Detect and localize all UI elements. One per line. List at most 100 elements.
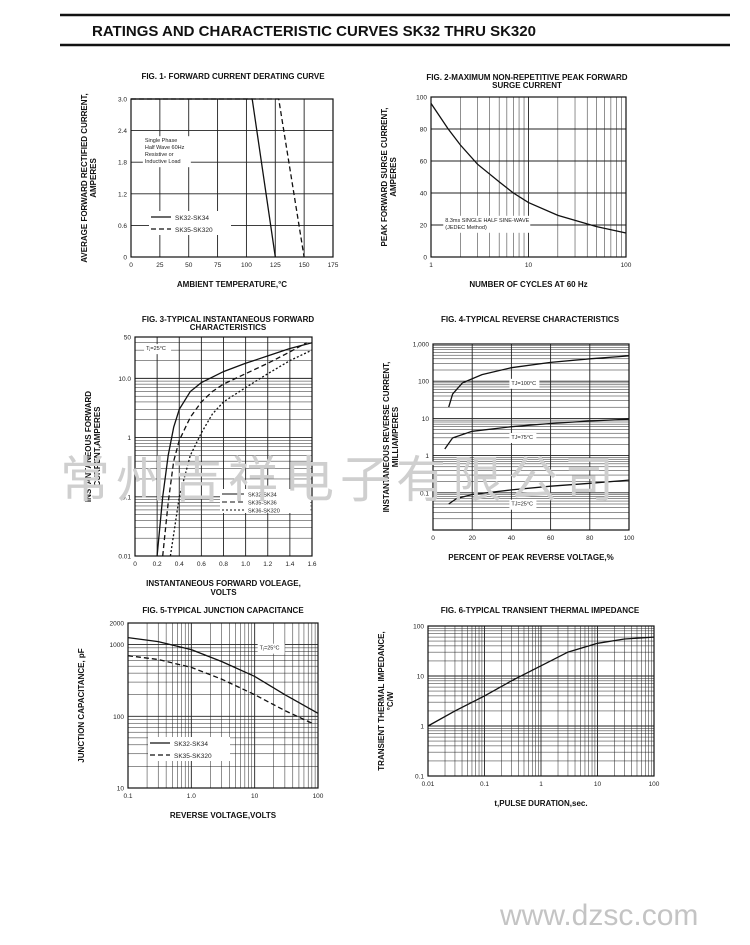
fig4-annotation-bg — [509, 432, 537, 443]
fig4-series-line — [444, 418, 630, 450]
fig1-annotation-text: Half Wave 60Hz — [145, 145, 185, 151]
fig3-plot-frame — [134, 336, 313, 557]
fig3-xtick-label: 0.8 — [219, 561, 228, 568]
fig2-ytick-label: 20 — [420, 223, 428, 230]
watermark-cn: 常州吉祥电子有限公司 — [60, 451, 620, 509]
fig3-ylabel-line2: CURRENT,AMPERES — [93, 406, 102, 487]
fig5-ytick-label: 2000 — [110, 621, 125, 628]
fig4-xtick-label: 80 — [586, 535, 594, 542]
fig4-annotation-text: TJ=25°C — [511, 502, 533, 508]
fig5-legend-bg — [148, 737, 230, 749]
fig6-xtick-label: 0.01 — [422, 781, 435, 788]
fig1-title: FIG. 1- FORWARD CURRENT DERATING CURVE — [141, 72, 325, 81]
fig6-chart: FIG. 6-TYPICAL TRANSIENT THERMAL IMPEDAN… — [377, 606, 660, 808]
fig4-annotation-bg — [509, 378, 540, 389]
fig4-xtick-label: 60 — [547, 535, 555, 542]
fig5-annotation-bg — [257, 643, 285, 654]
fig4-ytick-label: 1,000 — [413, 342, 430, 349]
fig3-series-line — [156, 342, 313, 557]
fig3-legend-bg — [220, 497, 310, 505]
fig1-ytick-label: 1.8 — [118, 160, 127, 167]
fig5-series-line — [127, 655, 313, 724]
fig3-ylabel: INSTANTANEOUS FORWARD — [84, 391, 93, 502]
fig2-xtick-label: 100 — [621, 262, 632, 269]
fig2-ytick-label: 100 — [416, 95, 427, 102]
fig2-xtick-label: 10 — [525, 262, 533, 269]
fig4-chart: FIG. 4-TYPICAL REVERSE CHARACTERISTICS 0 2… — [382, 315, 635, 562]
fig3-xtick-label: 1.2 — [263, 561, 272, 568]
fig2-annotation-text: (JEDEC Method) — [445, 225, 487, 231]
fig1-xtick-label: 100 — [241, 262, 252, 269]
fig1-ytick-label: 0 — [123, 255, 127, 262]
fig3-ytick-label: 1 — [127, 435, 131, 442]
fig3-legend-bg — [220, 489, 310, 497]
fig1-xtick-label: 125 — [270, 262, 281, 269]
fig4-ytick-label: 100 — [418, 379, 429, 386]
fig1-ytick-label: 0.6 — [118, 223, 127, 230]
fig6-xtick-label: 0.1 — [480, 781, 489, 788]
fig3-ytick-label: 10.0 — [118, 376, 131, 383]
fig1-annotation-text: Resistive or — [145, 152, 174, 158]
fig5-annotation-text: Tⱼ=25°C — [260, 646, 280, 652]
fig4-annotation-bg — [509, 499, 537, 510]
fig3-annotation-bg — [144, 344, 172, 355]
fig3-xtick-label: 0.6 — [197, 561, 206, 568]
fig2-ytick-label: 40 — [420, 191, 428, 198]
fig4-ylabel: INSTANTANEOUS REVERSE CURRENT, — [382, 362, 391, 513]
fig2-annotation-text: 8.3ms SINGLE HALF SINE-WAVE — [445, 218, 529, 224]
fig6-series-line — [427, 636, 655, 727]
fig1-series-line — [131, 98, 305, 258]
fig2-series-line — [430, 103, 627, 234]
fig1-xtick-label: 25 — [156, 262, 164, 269]
fig2-plot-frame — [430, 96, 627, 258]
fig4-ylabel-line2: MILLIAMPERES — [391, 406, 400, 467]
fig1-ytick-label: 2.4 — [118, 128, 127, 135]
fig4-xtick-label: 100 — [624, 535, 635, 542]
fig3-title-line2: CHARACTERISTICS — [190, 323, 267, 332]
fig2-ylabel: PEAK FORWARD SURGE CURRENT, — [380, 108, 389, 247]
header-title: RATINGS AND CHARACTERISTIC CURVES SK32 T… — [92, 23, 536, 40]
fig3-annotation-text: Tⱼ=25°C — [146, 346, 166, 352]
fig6-ylabel-line2: °C/W — [386, 691, 395, 710]
fig5-legend-label: SK32-SK34 — [174, 741, 208, 748]
fig5-ytick-label: 100 — [113, 714, 124, 721]
fig3-legend-label: SK32-SK34 — [248, 493, 277, 499]
fig2-ytick-label: 80 — [420, 127, 428, 134]
fig3-series-line — [169, 349, 313, 557]
fig5-chart: FIG. 5-TYPICAL JUNCTION CAPACITANCE 0.1 1.… — [77, 606, 324, 820]
fig1-annotation-bg — [142, 136, 191, 168]
charts-container: FIG. 1- FORWARD CURRENT DERATING CURVE 0 2… — [77, 72, 660, 820]
fig6-ytick-label: 1 — [420, 724, 424, 731]
watermark-url: www.dzsc.com — [499, 899, 698, 932]
fig6-ytick-label: 10 — [417, 674, 425, 681]
fig1-xtick-label: 75 — [214, 262, 222, 269]
fig1-xtick-label: 150 — [299, 262, 310, 269]
fig3-ytick-label: 0.01 — [118, 554, 131, 561]
fig2-ytick-label: 60 — [420, 159, 428, 166]
fig1-xtick-label: 175 — [328, 262, 339, 269]
fig5-title: FIG. 5-TYPICAL JUNCTION CAPACITANCE — [142, 606, 304, 615]
fig1-ytick-label: 3.0 — [118, 97, 127, 104]
fig5-series-line — [127, 636, 319, 714]
fig5-xtick-label: 1.0 — [187, 793, 196, 800]
fig5-legend-bg — [148, 749, 230, 761]
fig5-xtick-label: 100 — [313, 793, 324, 800]
fig3-legend-bg — [220, 505, 310, 513]
fig6-plot-frame — [427, 625, 655, 777]
fig3-legend-label: SK35-SK36 — [248, 501, 277, 507]
fig5-legend-label: SK35-SK320 — [174, 753, 212, 760]
fig4-xtick-label: 40 — [508, 535, 516, 542]
fig3-xtick-label: 0.2 — [153, 561, 162, 568]
fig5-xtick-label: 0.1 — [123, 793, 132, 800]
fig4-ytick-label: 1 — [425, 453, 429, 460]
fig3-legend-label: SK36-SK320 — [248, 509, 280, 515]
fig2-ylabel-line2: AMPERES — [389, 157, 398, 197]
fig4-xtick-label: 20 — [469, 535, 477, 542]
fig3-series-line — [162, 342, 307, 557]
fig4-annotation-text: TJ=100°C — [511, 381, 536, 387]
fig4-title: FIG. 4-TYPICAL REVERSE CHARACTERISTICS — [441, 315, 620, 324]
fig3-xlabel: INSTANTANEOUS FORWARD VOLEAGE, — [146, 579, 301, 588]
fig1-ytick-label: 1.2 — [118, 191, 127, 198]
fig6-xtick-label: 100 — [649, 781, 660, 788]
